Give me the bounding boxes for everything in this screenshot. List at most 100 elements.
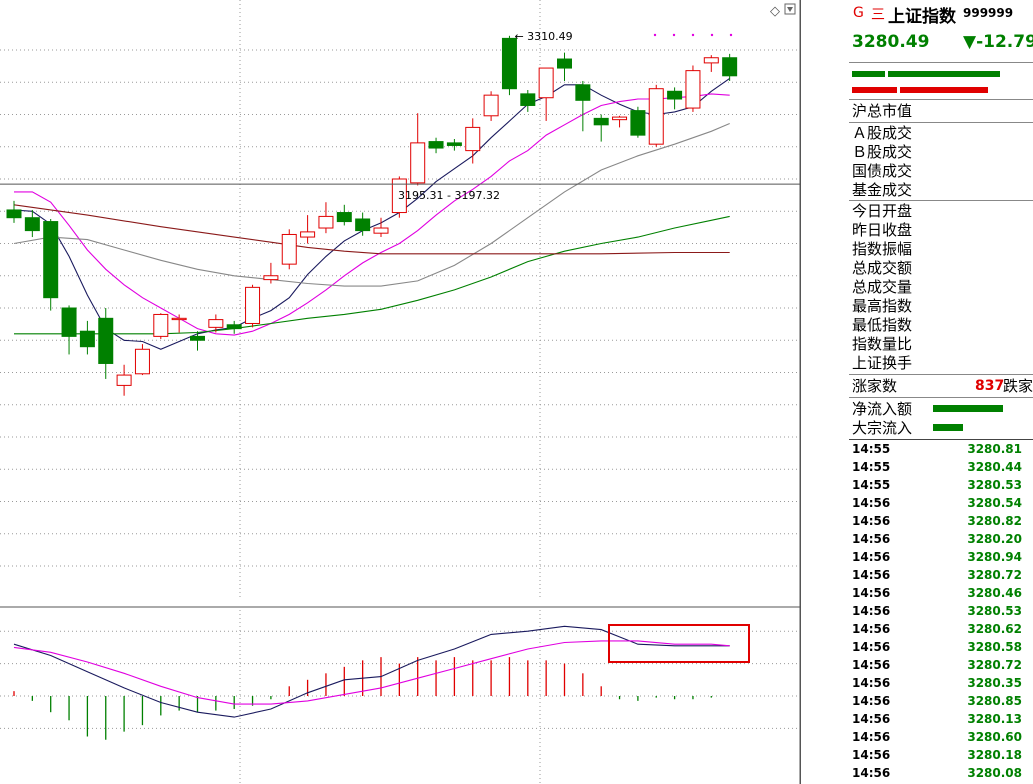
candle-body [171, 317, 187, 321]
tick-time: 14:55 [852, 460, 891, 474]
candle-body [575, 84, 591, 101]
candle [79, 320, 95, 355]
tick-price: 3280.13 [967, 712, 1022, 726]
candle-body [300, 231, 316, 238]
candle-body [667, 90, 683, 100]
tick-time: 14:56 [852, 712, 891, 726]
scroll-down-button[interactable] [784, 3, 796, 15]
tick-time: 14:55 [852, 442, 891, 456]
macd-line-ma5 [13, 625, 730, 718]
tick-price: 3280.60 [967, 730, 1022, 744]
candle [208, 314, 224, 333]
candle [557, 52, 572, 81]
tick-time: 14:56 [852, 766, 891, 780]
candle-body [6, 209, 22, 219]
candle [171, 314, 187, 333]
tick-price: 3280.85 [967, 694, 1022, 708]
candle [722, 53, 738, 81]
candle-body [428, 141, 444, 149]
netflow-label: 净流入额 [852, 400, 913, 418]
candle [630, 106, 646, 138]
candle [685, 65, 701, 112]
candle-body [245, 286, 261, 324]
divider [849, 122, 1033, 123]
candle [190, 331, 205, 351]
candle [98, 308, 114, 379]
menu-icon[interactable]: 三 [871, 7, 885, 23]
candle-body [43, 221, 59, 299]
candle [6, 200, 22, 223]
marker-dot [672, 33, 676, 37]
candle [336, 204, 352, 226]
candle-body [410, 142, 426, 184]
candle-body [226, 324, 242, 330]
a-share-volume-label: Ａ股成交 [852, 124, 913, 142]
block-flow-label: 大宗流入 [852, 419, 913, 437]
divider [849, 439, 1033, 440]
quote-panel: G 三 上证指数 999999 3280.49 ▼-12.79 沪总市值 Ａ股成… [800, 0, 1033, 784]
candle-body [134, 348, 150, 375]
candle [667, 87, 683, 110]
candle [446, 139, 462, 151]
candle-body [648, 88, 664, 145]
candle-body [281, 233, 297, 265]
candle-body [630, 110, 646, 136]
candle [153, 313, 169, 339]
diamond-icon[interactable]: ◇ [770, 4, 780, 19]
candle [281, 229, 297, 270]
candle-body [520, 93, 536, 106]
tick-time: 14:55 [852, 478, 891, 492]
candle-body [79, 330, 95, 348]
open-label: 今日开盘 [852, 202, 913, 220]
tick-price: 3280.81 [967, 442, 1022, 456]
tick-time: 14:56 [852, 748, 891, 762]
index-code: 999999 [963, 6, 1014, 20]
tick-price: 3280.82 [967, 514, 1022, 528]
change-value: ▼-12.79 [963, 32, 1033, 52]
bond-volume-label: 国债成交 [852, 162, 913, 180]
candle [593, 114, 609, 142]
candle-body [465, 126, 481, 152]
candle [703, 55, 719, 72]
high-price-label: ← 3310.49 [514, 30, 572, 43]
candle [648, 84, 664, 147]
block-flow-bar [933, 424, 963, 431]
tick-price: 3280.44 [967, 460, 1022, 474]
tick-price: 3280.46 [967, 586, 1022, 600]
candle-body [501, 37, 517, 90]
tick-price: 3280.18 [967, 748, 1022, 762]
candle [43, 218, 59, 311]
amplitude-label: 指数振幅 [852, 240, 913, 258]
tick-time: 14:56 [852, 658, 891, 672]
candle-body [703, 57, 719, 64]
advance-count: 837 [975, 378, 1005, 394]
candle-body [24, 217, 40, 232]
candle-body [483, 94, 499, 117]
buy-bar-green [852, 71, 885, 77]
macd-line-ma10 [13, 640, 730, 705]
candle [318, 202, 334, 234]
tick-price: 3280.35 [967, 676, 1022, 690]
candle-body [391, 178, 407, 214]
candle [575, 80, 591, 132]
candle [501, 35, 517, 96]
kline-chart-area[interactable]: 2900292529502975300030253050307531003125… [0, 0, 800, 784]
candle [428, 137, 444, 154]
candle [410, 113, 426, 186]
candle-body [263, 275, 279, 281]
ma-line-ma5 [13, 77, 731, 350]
tick-price: 3280.54 [967, 496, 1022, 510]
last-price: 3280.49 [852, 32, 930, 52]
candle-body [318, 215, 334, 229]
fund-volume-label: 基金成交 [852, 181, 913, 199]
marker-dot [729, 33, 733, 37]
candle-body [336, 212, 352, 223]
tick-price: 3280.20 [967, 532, 1022, 546]
tick-price: 3280.53 [967, 478, 1022, 492]
volume-ratio-label: 指数量比 [852, 335, 913, 353]
candle-body [153, 313, 169, 337]
candle-body [593, 117, 609, 126]
low-label: 最低指数 [852, 316, 913, 334]
sell-bar-red [900, 87, 988, 93]
divider [849, 374, 1033, 375]
